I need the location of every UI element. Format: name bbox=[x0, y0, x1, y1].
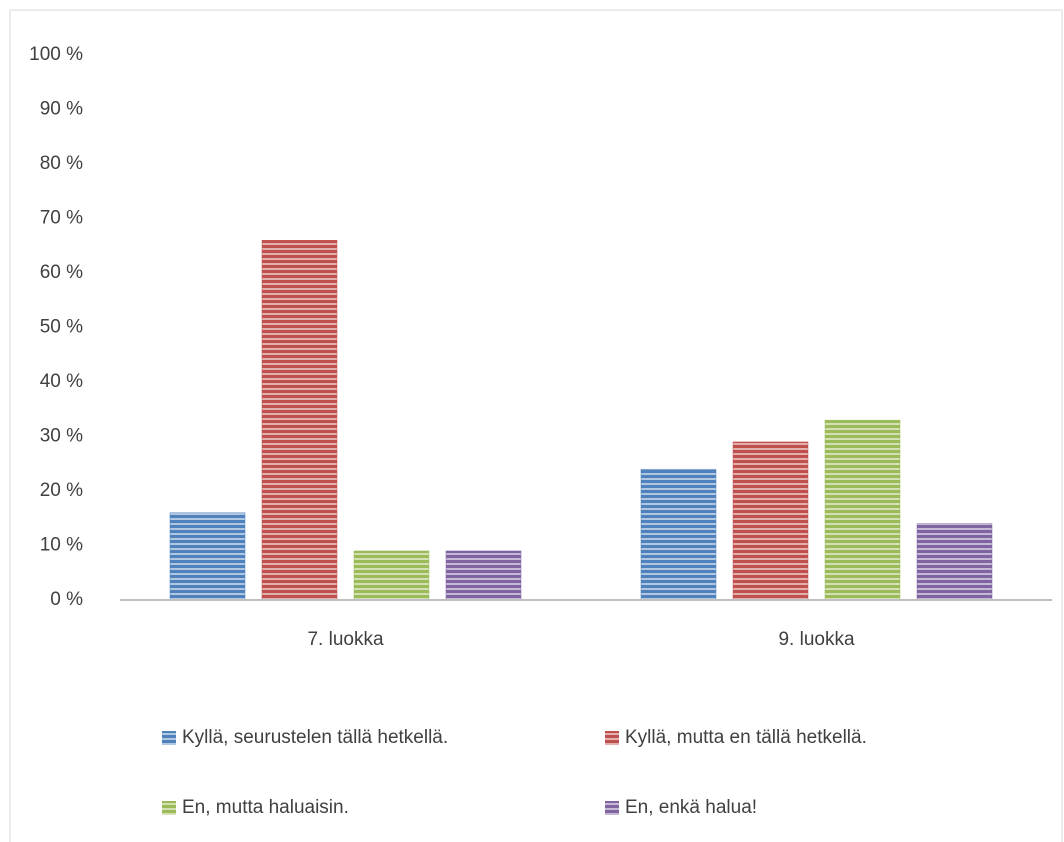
legend-label: En, mutta haluaisin. bbox=[182, 797, 349, 818]
legend-swatch bbox=[605, 801, 619, 815]
legend-swatch bbox=[605, 731, 619, 745]
y-tick-label: 60 % bbox=[40, 262, 83, 283]
y-tick-label: 30 % bbox=[40, 426, 83, 447]
y-tick-label: 90 % bbox=[40, 99, 83, 120]
chart-frame bbox=[9, 9, 1063, 842]
legend-swatch bbox=[162, 731, 176, 745]
y-tick-label: 0 % bbox=[50, 589, 83, 610]
y-tick-label: 40 % bbox=[40, 371, 83, 392]
bar bbox=[353, 550, 430, 601]
bar bbox=[640, 468, 717, 601]
y-tick-label: 70 % bbox=[40, 208, 83, 229]
y-tick-label: 50 % bbox=[40, 317, 83, 338]
y-tick-label: 100 % bbox=[29, 44, 83, 65]
legend-label: Kyllä, mutta en tällä hetkellä. bbox=[625, 727, 867, 748]
legend-label: Kyllä, seurustelen tällä hetkellä. bbox=[182, 727, 448, 748]
legend-swatch bbox=[162, 801, 176, 815]
x-tick-label: 7. luokka bbox=[307, 629, 383, 650]
bar bbox=[916, 523, 993, 601]
bar bbox=[824, 419, 901, 601]
bar bbox=[261, 240, 338, 601]
bar bbox=[732, 441, 809, 601]
y-tick-label: 20 % bbox=[40, 480, 83, 501]
x-tick-label: 9. luokka bbox=[778, 629, 854, 650]
bar bbox=[445, 550, 522, 601]
bar bbox=[169, 512, 246, 601]
y-tick-label: 10 % bbox=[40, 535, 83, 556]
legend-label: En, enkä halua! bbox=[625, 797, 757, 818]
y-tick-label: 80 % bbox=[40, 153, 83, 174]
